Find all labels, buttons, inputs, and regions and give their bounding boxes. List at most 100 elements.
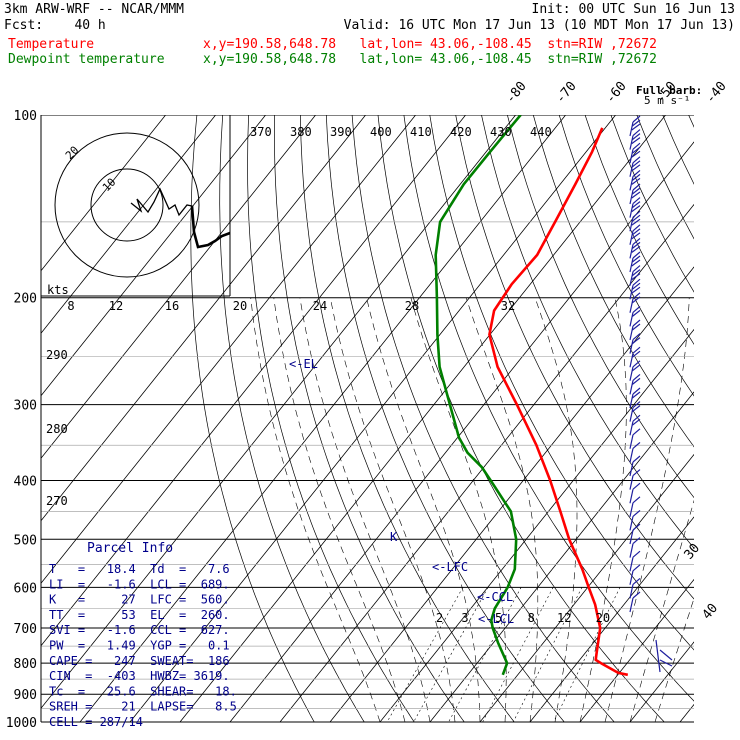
wind-barb-shaft	[629, 557, 634, 572]
dry-adiabat-line	[584, 115, 694, 345]
dewpoint-profile	[434, 115, 522, 676]
wind-barb-shaft	[629, 149, 634, 164]
legend-dewpoint-info: x,y=190.58,648.78 lat,lon= 43.06,-108.45…	[203, 52, 657, 67]
wind-barb-shaft	[629, 421, 634, 436]
wind-barb	[629, 360, 641, 381]
wind-barb-shaft	[629, 475, 634, 490]
wind-barb-shaft	[629, 244, 634, 259]
wind-barb-flag	[632, 414, 641, 422]
wind-barb-shaft	[629, 121, 634, 137]
isotherm-label: -40	[703, 79, 730, 107]
wind-barb-flag	[631, 273, 641, 281]
wind-barb-flag	[659, 659, 673, 667]
theta-label: 390	[330, 125, 352, 139]
wind-barb-flag	[632, 169, 641, 177]
wind-barb	[629, 197, 641, 218]
wind-barb	[629, 373, 641, 395]
mixing-ratio-label: 20	[596, 611, 610, 625]
wind-barb	[629, 414, 641, 436]
moist-adiabat-line	[604, 297, 690, 723]
hodograph-tick-label: 32	[501, 299, 515, 313]
wind-barb-shaft	[629, 597, 634, 613]
wind-barb-flag	[632, 160, 641, 168]
moist-adiabat-line	[654, 597, 694, 723]
wind-barb-flag	[631, 232, 641, 240]
wind-barb-flag	[632, 323, 641, 331]
hodograph-tick-label: 16	[165, 299, 179, 313]
wind-barb-flag	[632, 156, 641, 164]
moist-adiabat-line	[534, 297, 578, 723]
wind-barb-flag	[632, 591, 641, 599]
wind-barb-shaft	[629, 502, 634, 517]
isotherm-line	[730, 115, 740, 722]
wind-barb-flag	[632, 418, 641, 426]
theta-label: 410	[410, 125, 432, 139]
isotherm-line	[629, 641, 694, 723]
wind-barb-flag	[631, 286, 641, 294]
mixing-ratio-line	[553, 587, 621, 723]
pressure-tick-label: 300	[14, 399, 37, 414]
wind-barb	[629, 115, 641, 137]
pressure-tick-label: 900	[14, 688, 37, 703]
wind-barb-flag	[632, 496, 641, 504]
wind-barb-flag	[631, 218, 641, 226]
wind-barb-flag	[632, 142, 641, 150]
parcel-info-row: CAPE = 247 SWEAT= 186	[49, 654, 230, 668]
wind-barb-shaft	[629, 543, 634, 558]
pressure-tick-label: 400	[14, 474, 37, 489]
pressure-tick-label: 700	[14, 622, 37, 637]
wind-barb-flag	[632, 210, 641, 218]
wind-barb-flag	[632, 146, 641, 154]
dry-adiabat-line	[377, 115, 665, 723]
hodograph-trace-low	[190, 205, 231, 249]
wind-barb-flag	[632, 187, 641, 195]
wind-barb-shaft	[629, 325, 634, 341]
mixing-ratio-label: 3	[461, 611, 468, 625]
wind-barb-flag	[632, 333, 641, 341]
wind-barb	[629, 441, 641, 463]
hodograph-tick-label: 24	[313, 299, 327, 313]
moist-adiabat-line	[579, 297, 627, 723]
wind-barb-flag	[632, 224, 641, 232]
wind-barb-flag	[632, 391, 641, 399]
wind-barb-flag	[632, 377, 641, 385]
wind-barb-flag	[632, 201, 641, 209]
moist-adiabat-line	[299, 297, 431, 723]
parcel-info-row: Tc = 25.6 SHEAR= 18.	[49, 684, 237, 698]
wind-barb-flag	[632, 214, 641, 222]
wind-barb-shaft	[655, 639, 661, 673]
dry-adiabat-line	[636, 115, 694, 240]
hodograph-tick-label: 12	[109, 299, 123, 313]
pressure-tick-label: 100	[14, 109, 37, 124]
parcel-info-title: Parcel Info	[87, 541, 173, 556]
wind-barb-flag	[632, 305, 641, 313]
wind-barb-flag	[631, 123, 641, 131]
dry-adiabat-line	[455, 115, 694, 600]
temperature-profile	[488, 127, 629, 677]
wind-barb	[629, 591, 641, 613]
wind-barb-flag	[631, 245, 641, 253]
moist-adiabat-line	[273, 297, 406, 723]
wind-barb-shaft	[629, 298, 634, 313]
diagram-grid	[41, 115, 740, 723]
parcel-info-row: PW = 1.49 YGP = 0.1	[49, 639, 230, 653]
theta-label: 400	[370, 125, 392, 139]
wind-barb	[629, 319, 641, 341]
wind-barb	[629, 237, 641, 259]
isotherm-line	[229, 141, 694, 723]
wind-barb	[629, 523, 641, 545]
wind-barb-flag	[632, 173, 641, 181]
wind-barb-shaft	[629, 461, 634, 477]
wind-barb-flag	[631, 205, 641, 213]
wind-barb	[629, 142, 641, 164]
wind-barb	[629, 156, 641, 177]
isotherm-line	[329, 266, 694, 723]
wind-barb-flag	[632, 550, 641, 558]
wind-barb	[629, 455, 641, 477]
isotherm-line	[41, 115, 366, 522]
wind-barb	[629, 305, 641, 327]
isotherm-line	[279, 203, 694, 723]
wind-barb-shaft	[629, 434, 634, 449]
parcel-info-row: CELL = 287/14	[49, 715, 143, 729]
